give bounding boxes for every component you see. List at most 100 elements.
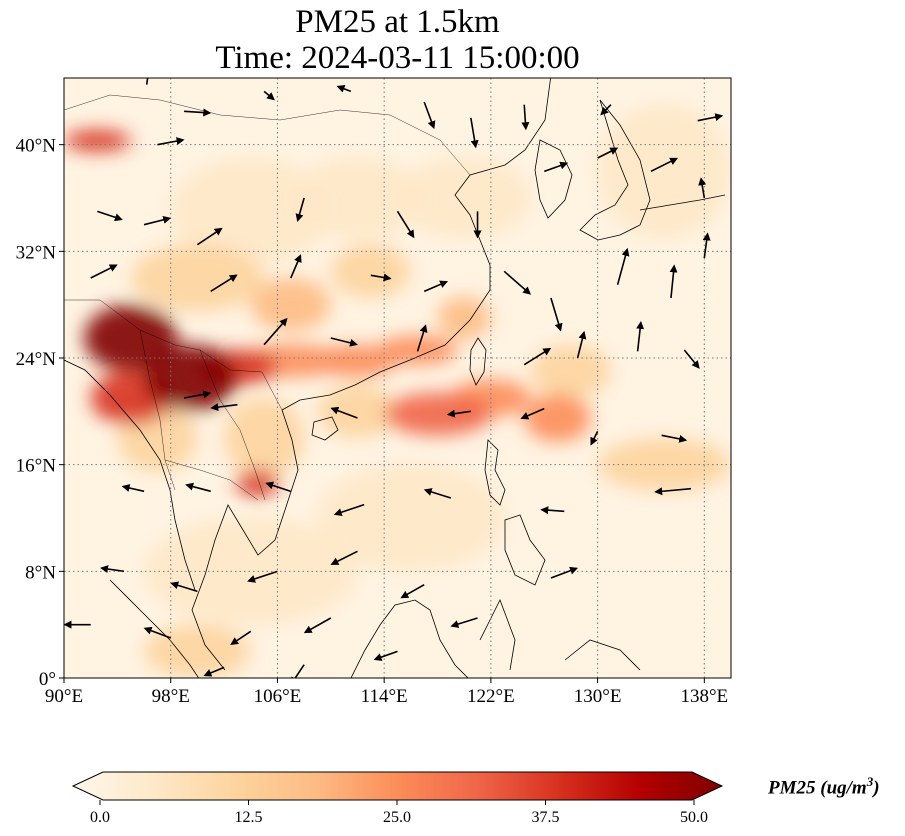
pm25-region bbox=[84, 304, 178, 372]
pm25-region bbox=[224, 398, 305, 478]
colorbar-label-close: ) bbox=[873, 777, 880, 799]
wind-arrow bbox=[330, 406, 358, 419]
pm25-region bbox=[250, 278, 331, 332]
wind-arrow bbox=[330, 337, 358, 347]
coastline-philippines-south bbox=[504, 514, 546, 586]
coastline-bay-of-bengal bbox=[64, 359, 196, 591]
pm25-region bbox=[597, 104, 731, 239]
pm25-region bbox=[144, 344, 238, 412]
wind-arrow bbox=[121, 484, 145, 493]
coastline-taiwan bbox=[469, 337, 487, 386]
wind-arrow bbox=[90, 264, 118, 279]
wind-arrow bbox=[446, 409, 471, 418]
wind-arrow bbox=[661, 434, 688, 443]
wind-arrow bbox=[210, 274, 238, 293]
wind-arrow bbox=[295, 197, 305, 222]
wind-arrow bbox=[550, 297, 563, 332]
wind-arrow bbox=[265, 481, 292, 493]
pm25-region bbox=[144, 518, 358, 625]
lat-tick-label: 0° bbox=[39, 669, 56, 690]
colorbar-ticks: 0.0 12.5 25.0 37.5 50.0 bbox=[90, 800, 708, 826]
wind-arrow bbox=[143, 626, 172, 639]
wind-vectors bbox=[64, 78, 724, 678]
map-title-line-1: PM25 at 1.5km bbox=[295, 4, 500, 40]
pm25-region bbox=[317, 464, 505, 572]
lon-tick-label: 90°E bbox=[45, 686, 83, 707]
wind-arrow bbox=[183, 390, 212, 399]
pm25-region bbox=[397, 158, 531, 238]
wind-arrow bbox=[423, 488, 452, 499]
wind-arrow bbox=[396, 210, 415, 239]
wind-arrow bbox=[423, 101, 436, 130]
lon-tick-label: 130°E bbox=[574, 686, 622, 707]
lat-tick-label: 24°N bbox=[16, 349, 57, 370]
colorbar-body bbox=[71, 771, 724, 801]
wind-arrow bbox=[333, 503, 365, 517]
lat-tick-label: 8°N bbox=[25, 562, 56, 583]
map-frame bbox=[63, 77, 732, 679]
colorbar-tick-label: 12.5 bbox=[235, 809, 263, 826]
wind-arrow bbox=[597, 147, 619, 159]
lon-tick-label: 122°E bbox=[467, 686, 515, 707]
wind-arrow bbox=[230, 630, 252, 646]
lon-tick-label: 138°E bbox=[680, 686, 728, 707]
wind-arrow bbox=[540, 506, 565, 515]
wind-arrow bbox=[330, 550, 358, 565]
colorbar-label-text: PM25 (ug/m bbox=[768, 777, 867, 799]
coastline-sumatra bbox=[109, 579, 200, 678]
wind-arrow bbox=[145, 78, 149, 85]
pm25-region bbox=[64, 130, 131, 152]
colorbar: 0.0 12.5 25.0 37.5 50.0 bbox=[71, 771, 724, 826]
coastline-korea bbox=[534, 139, 573, 219]
wind-arrow bbox=[423, 280, 449, 293]
wind-arrow bbox=[550, 566, 579, 579]
border-myanmar bbox=[139, 329, 176, 491]
wind-arrow bbox=[370, 273, 392, 282]
wind-arrow bbox=[400, 583, 425, 599]
pm25-region bbox=[330, 244, 411, 298]
wind-arrow bbox=[373, 650, 398, 661]
wind-arrow bbox=[416, 324, 428, 352]
coastline-new-guinea bbox=[564, 639, 641, 671]
pm25-region bbox=[437, 296, 491, 340]
wind-arrow bbox=[203, 666, 225, 677]
pm25-region bbox=[384, 392, 491, 436]
pm25-region bbox=[317, 344, 398, 377]
wind-arrow bbox=[290, 254, 302, 279]
pm25-region bbox=[317, 384, 398, 439]
wind-arrow bbox=[210, 403, 238, 412]
wind-arrow bbox=[521, 104, 530, 131]
border-north bbox=[64, 94, 471, 176]
wind-arrow bbox=[683, 349, 700, 369]
wind-arrow bbox=[520, 407, 545, 420]
border-laos bbox=[199, 349, 266, 501]
wind-arrow bbox=[247, 570, 278, 583]
colorbar-tick-label: 0.0 bbox=[90, 809, 110, 826]
wind-arrow bbox=[590, 430, 599, 446]
pm25-region bbox=[236, 470, 279, 497]
wind-arrow bbox=[470, 117, 479, 149]
wind-arrow bbox=[100, 565, 125, 573]
pm25-region bbox=[597, 438, 731, 492]
coastline-hainan bbox=[311, 416, 339, 441]
lat-tick-label: 16°N bbox=[16, 456, 57, 477]
wind-arrow bbox=[523, 347, 552, 366]
wind-arrow bbox=[543, 161, 569, 173]
map-area bbox=[64, 78, 731, 678]
wind-arrow bbox=[196, 227, 223, 246]
wind-arrow bbox=[636, 320, 645, 352]
lon-tick-label: 106°E bbox=[254, 686, 302, 707]
wind-arrow bbox=[263, 317, 288, 346]
pm25-region bbox=[130, 244, 265, 312]
coastline-sulawesi bbox=[479, 599, 516, 671]
wind-arrow bbox=[185, 482, 211, 493]
colorbar-label: PM25 (ug/m3) bbox=[768, 774, 880, 799]
wind-arrow bbox=[600, 104, 612, 116]
wind-arrow bbox=[576, 330, 587, 359]
lon-tick-label: 114°E bbox=[361, 686, 408, 707]
wind-arrow bbox=[503, 270, 532, 295]
coastline-china-east bbox=[281, 78, 552, 411]
wind-arrow bbox=[157, 137, 185, 146]
pm25-field bbox=[64, 104, 731, 678]
